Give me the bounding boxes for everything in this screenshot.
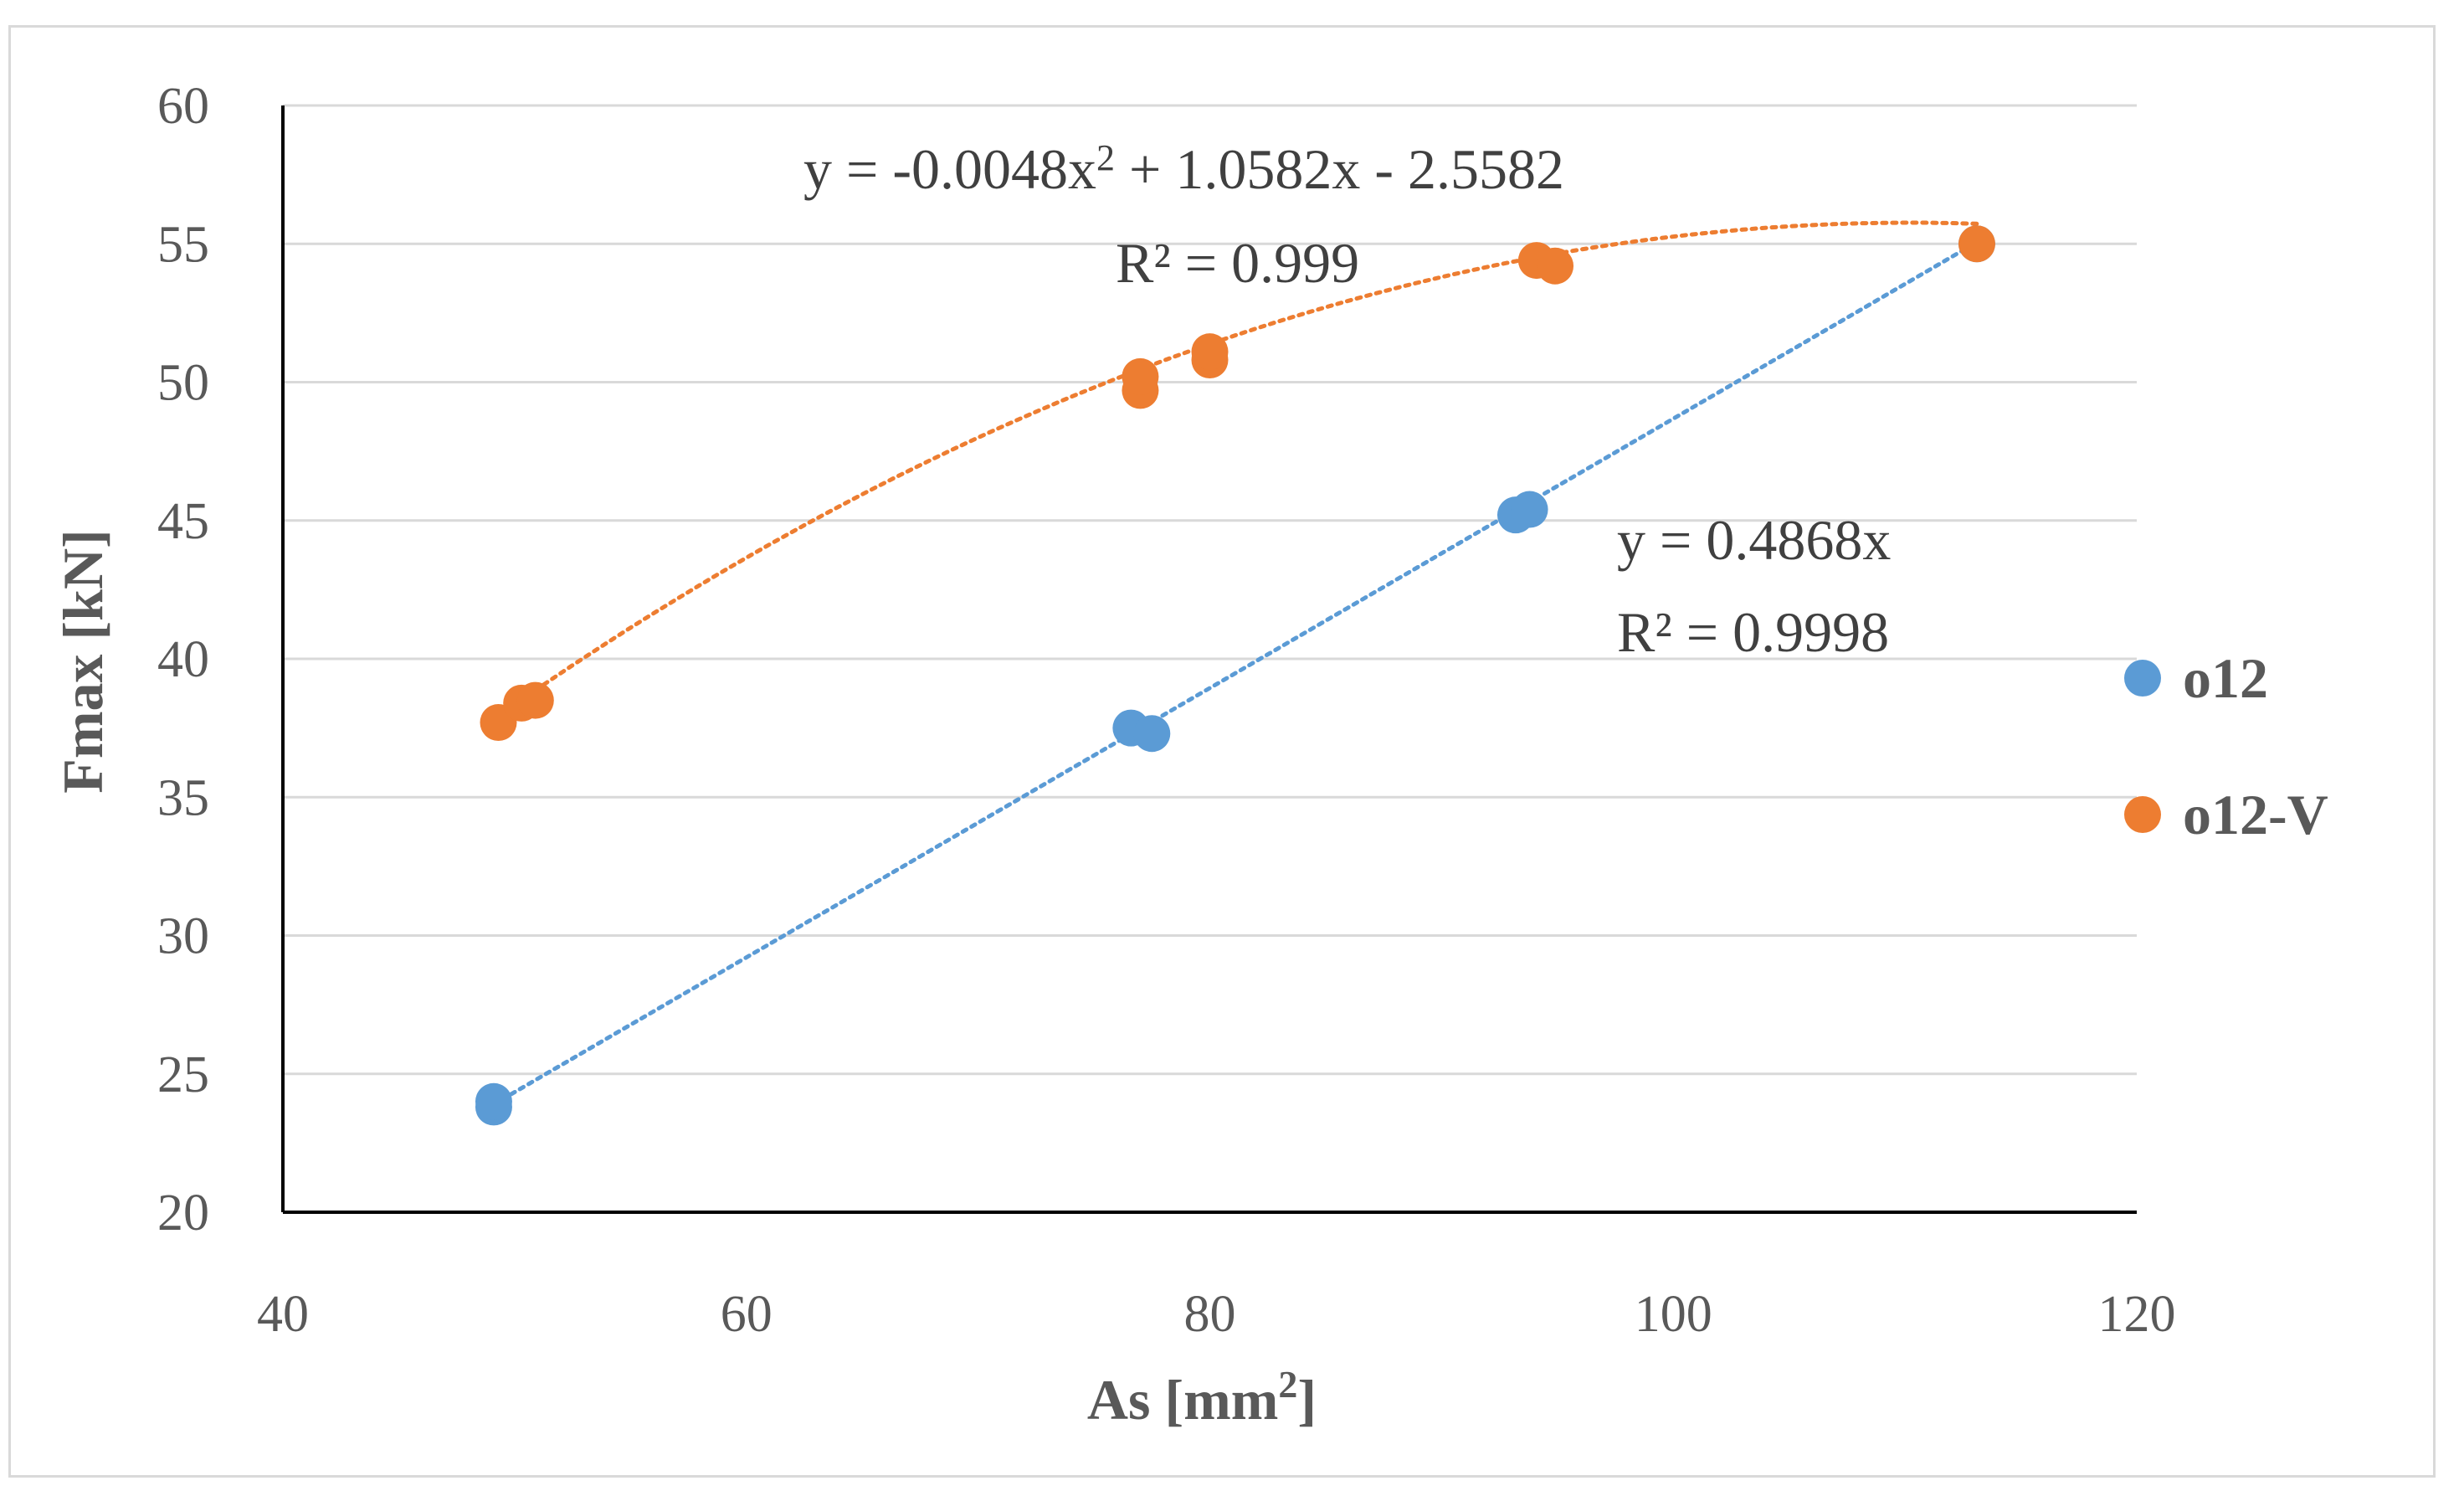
tick-labels: 20 25 30 35 40 45 50 55 60 40 60 80 100 120 [157,78,2176,1343]
x-tick-label-100: 100 [1635,1286,1712,1343]
o12-v-equation: y = -0.0048x2 + 1.0582x - 2.5582 [803,137,1564,201]
point-o12-v-6 [1191,333,1229,371]
point-o12-1 [475,1082,512,1120]
point-o12-v-9 [1958,225,1995,263]
y-tick-label-30: 30 [157,908,209,965]
legend-marker-o12-v [2124,796,2161,833]
trendlines [491,220,1979,1107]
y-tick-label-60: 60 [157,78,209,135]
y-tick-label-45: 45 [157,493,209,550]
y-tick-label-55: 55 [157,216,209,273]
x-tick-label-60: 60 [721,1286,773,1343]
legend-marker-o12 [2124,660,2161,697]
data-points [475,225,1995,1126]
point-o12-v-8 [1537,247,1574,285]
o12-r2: R² = 0.9998 [1617,600,1889,664]
x-tick-label-40: 40 [257,1286,309,1343]
legend-label-o12-v: o12-V [2183,783,2328,846]
point-o12-v-4 [1122,357,1159,395]
y-axis-title: Fmax [kN] [51,529,115,793]
y-tick-label-50: 50 [157,355,209,412]
y-tick-label-20: 20 [157,1185,209,1242]
point-o12-v-2 [516,681,554,719]
legend: o12 o12-V [2124,646,2328,846]
point-o12-5 [1511,491,1548,528]
o12-v-r2: R² = 0.999 [1116,231,1359,295]
axes [281,105,2137,1214]
trendline-o12 [491,239,1979,1107]
x-tick-label-80: 80 [1184,1286,1236,1343]
point-o12-3 [1133,715,1171,753]
chart-frame [8,25,2436,1478]
x-axis-title: As [mm2] [1087,1363,1317,1432]
trendline-o12-v [533,220,1979,692]
o12-equation: y = 0.4868x [1617,508,1891,572]
x-tick-label-120: 120 [2098,1286,2176,1343]
gridlines [283,104,2137,1076]
y-tick-label-40: 40 [157,631,209,688]
legend-label-o12: o12 [2183,646,2268,710]
y-tick-label-25: 25 [157,1046,209,1103]
y-tick-label-35: 35 [157,769,209,826]
